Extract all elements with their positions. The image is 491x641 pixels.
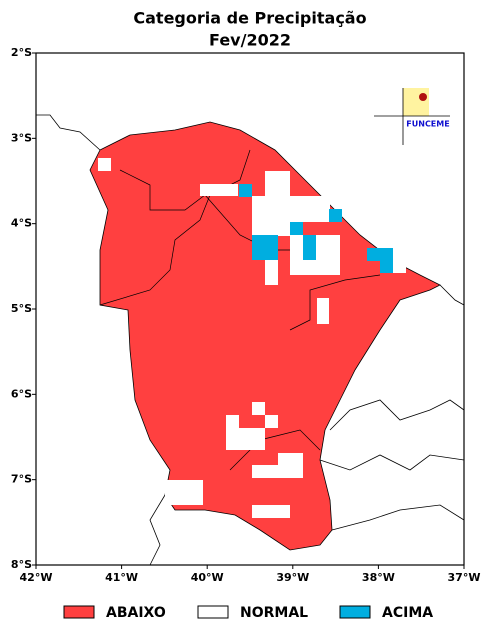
map-area: FUNCEME <box>36 88 465 566</box>
legend-swatch <box>339 605 371 619</box>
y-tick-label: 6°S <box>11 387 32 400</box>
cell <box>265 415 278 428</box>
cell <box>329 209 342 222</box>
y-tick-label: 7°S <box>11 473 32 486</box>
x-tick-label: 37°W <box>448 571 481 584</box>
cell <box>200 184 238 196</box>
y-tick-label: 8°S <box>11 558 32 571</box>
cell <box>252 402 265 415</box>
cell <box>265 171 290 197</box>
logo-box <box>403 88 429 116</box>
logo-dot <box>419 93 427 101</box>
border <box>331 504 465 531</box>
x-tick-label: 42°W <box>20 571 53 584</box>
x-tick-label: 41°W <box>105 571 138 584</box>
cell <box>252 465 278 478</box>
border <box>99 149 251 306</box>
x-tick-label: 40°W <box>191 571 224 584</box>
map-subtitle: Fev/2022 <box>209 31 291 50</box>
cell <box>226 415 239 450</box>
logo: FUNCEME <box>374 88 450 145</box>
map-title: Categoria de Precipitação <box>133 9 366 28</box>
border <box>36 114 101 151</box>
cell <box>265 260 278 285</box>
cell <box>239 428 265 450</box>
cell <box>252 505 290 518</box>
border <box>289 274 381 331</box>
border <box>329 399 465 431</box>
cell <box>252 235 278 260</box>
legend-swatch <box>63 605 95 619</box>
border <box>229 429 321 471</box>
x-tick-label: 39°W <box>276 571 309 584</box>
y-tick-label: 4°S <box>11 217 32 230</box>
cell <box>290 222 303 235</box>
y-tick-label: 2°S <box>11 46 32 59</box>
legend-label: ABAIXO <box>106 605 166 621</box>
y-tick-label: 5°S <box>11 302 32 315</box>
cell <box>165 480 203 505</box>
y-tick-label: 3°S <box>11 131 32 144</box>
x-tick-label: 38°W <box>362 571 395 584</box>
border <box>319 454 465 471</box>
cell <box>290 196 330 222</box>
legend-label: NORMAL <box>240 605 308 621</box>
legend-label: ACIMA <box>382 605 433 621</box>
cell <box>98 158 111 171</box>
cell <box>239 184 252 197</box>
border <box>439 284 465 306</box>
acima-cells <box>239 184 393 273</box>
cell <box>380 261 393 273</box>
normal-cells <box>98 158 406 518</box>
border <box>149 494 166 566</box>
cell <box>252 196 292 236</box>
cell <box>278 453 303 478</box>
cell <box>367 248 393 261</box>
cell <box>303 235 316 260</box>
cell <box>317 298 329 324</box>
legend-swatch <box>197 605 229 619</box>
region-abaixo <box>89 121 441 551</box>
logo-text: FUNCEME <box>406 120 449 129</box>
